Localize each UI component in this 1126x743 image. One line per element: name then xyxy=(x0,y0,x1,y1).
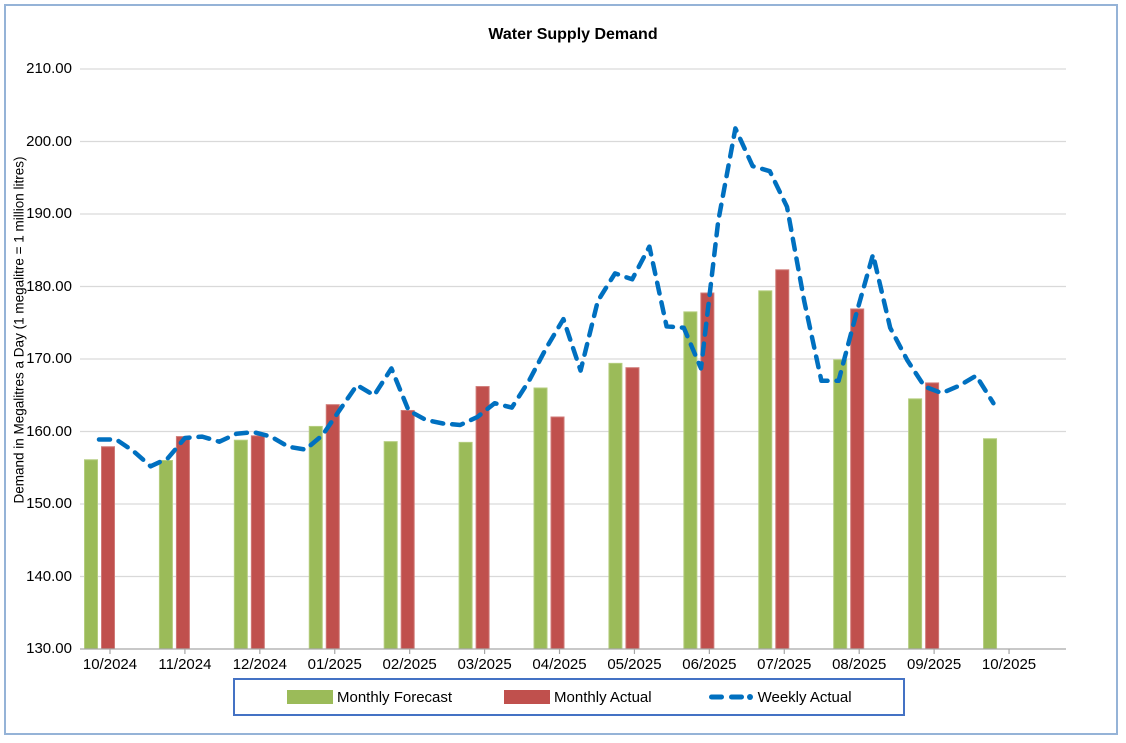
x-axis-label: 01/2025 xyxy=(307,656,362,673)
bar-monthly-forecast xyxy=(383,441,398,650)
weekly-actual-line xyxy=(96,126,996,469)
bar-monthly-forecast xyxy=(758,290,773,650)
y-tick-label: 130.00 xyxy=(26,640,72,657)
bar-monthly-actual xyxy=(550,416,565,650)
x-axis-label: 10/2024 xyxy=(82,656,138,673)
y-tick-label: 190.00 xyxy=(26,205,72,222)
bar-monthly-actual xyxy=(475,386,490,650)
bar-monthly-actual xyxy=(101,446,115,650)
x-axis-label: 05/2025 xyxy=(607,656,662,673)
x-axis-label: 02/2025 xyxy=(382,656,437,673)
y-tick-label: 170.00 xyxy=(26,350,72,367)
y-tick-label: 210.00 xyxy=(26,60,72,77)
weekly-actual-dashed-line-icon xyxy=(708,694,753,700)
legend-item-monthly-actual: Monthly Actual xyxy=(504,689,652,706)
legend: Monthly Forecast Monthly Actual Weekly A… xyxy=(233,678,905,716)
bar-monthly-forecast xyxy=(458,441,473,650)
y-tick-label: 200.00 xyxy=(26,132,72,150)
bar-series xyxy=(84,269,998,650)
legend-label-weekly-actual: Weekly Actual xyxy=(757,688,852,706)
x-axis-label: 12/2024 xyxy=(232,656,287,673)
y-tick-label: 140.00 xyxy=(26,567,72,585)
x-axis-line xyxy=(80,648,1066,654)
bar-monthly-forecast xyxy=(533,387,548,650)
bar-monthly-actual xyxy=(325,404,340,650)
monthly-actual-swatch-icon xyxy=(504,690,551,704)
bar-monthly-actual xyxy=(625,367,640,650)
bar-monthly-forecast xyxy=(608,362,623,650)
x-axis-label: 06/2025 xyxy=(682,656,737,673)
bar-monthly-actual xyxy=(175,436,190,650)
bar-monthly-actual xyxy=(925,382,940,650)
bar-monthly-actual xyxy=(775,269,790,650)
bar-monthly-forecast xyxy=(908,398,923,650)
legend-label-monthly-forecast: Monthly Forecast xyxy=(337,688,453,706)
y-axis-title: Demand in Megalitres a Day (1 megalitre … xyxy=(10,152,28,508)
y-tick-label: 160.00 xyxy=(26,422,72,440)
x-axis-label: 08/2025 xyxy=(832,656,887,673)
legend-item-monthly-forecast: Monthly Forecast xyxy=(287,689,452,706)
x-axis-label: 11/2024 xyxy=(158,656,212,673)
monthly-forecast-swatch-icon xyxy=(287,690,333,704)
chart-title: Water Supply Demand xyxy=(488,26,658,43)
bar-monthly-forecast xyxy=(833,359,848,650)
legend-item-weekly-actual: Weekly Actual xyxy=(708,689,852,706)
bar-monthly-actual xyxy=(850,308,865,650)
x-axis-label: 04/2025 xyxy=(532,656,587,673)
x-axis-label: 03/2025 xyxy=(457,656,512,673)
bar-monthly-actual xyxy=(250,435,265,650)
weekly-actual-polyline xyxy=(96,126,996,469)
legend-label-monthly-actual: Monthly Actual xyxy=(554,688,652,706)
bar-monthly-forecast xyxy=(158,460,173,650)
bar-monthly-forecast xyxy=(233,439,248,650)
y-tick-label: 180.00 xyxy=(26,277,72,295)
x-axis-label: 09/2025 xyxy=(906,656,962,673)
y-tick-label: 150.00 xyxy=(26,495,72,512)
x-axis-label: 10/2025 xyxy=(981,656,1037,673)
bar-monthly-forecast xyxy=(308,425,323,650)
x-axis-label: 07/2025 xyxy=(757,656,812,673)
bar-monthly-actual xyxy=(400,409,415,650)
bar-monthly-forecast xyxy=(983,438,998,650)
bar-monthly-forecast xyxy=(84,459,98,650)
bar-monthly-forecast xyxy=(683,311,698,650)
